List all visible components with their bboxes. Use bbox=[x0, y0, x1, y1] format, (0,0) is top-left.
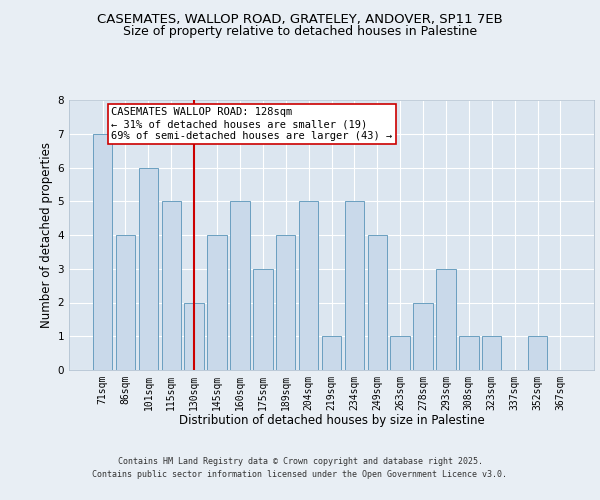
Bar bbox=[482, 336, 502, 370]
Bar bbox=[139, 168, 158, 370]
Bar bbox=[253, 269, 272, 370]
Bar bbox=[368, 235, 387, 370]
Text: Size of property relative to detached houses in Palestine: Size of property relative to detached ho… bbox=[123, 25, 477, 38]
Text: CASEMATES WALLOP ROAD: 128sqm
← 31% of detached houses are smaller (19)
69% of s: CASEMATES WALLOP ROAD: 128sqm ← 31% of d… bbox=[111, 108, 392, 140]
Bar bbox=[413, 302, 433, 370]
Bar bbox=[161, 201, 181, 370]
Bar bbox=[528, 336, 547, 370]
Bar bbox=[184, 302, 204, 370]
Bar bbox=[436, 269, 455, 370]
Bar bbox=[276, 235, 295, 370]
Bar bbox=[459, 336, 479, 370]
Text: Contains public sector information licensed under the Open Government Licence v3: Contains public sector information licen… bbox=[92, 470, 508, 479]
Bar bbox=[208, 235, 227, 370]
Bar bbox=[322, 336, 341, 370]
Bar bbox=[116, 235, 135, 370]
Text: Contains HM Land Registry data © Crown copyright and database right 2025.: Contains HM Land Registry data © Crown c… bbox=[118, 458, 482, 466]
Bar bbox=[344, 201, 364, 370]
Bar bbox=[230, 201, 250, 370]
Bar bbox=[391, 336, 410, 370]
X-axis label: Distribution of detached houses by size in Palestine: Distribution of detached houses by size … bbox=[179, 414, 484, 428]
Text: CASEMATES, WALLOP ROAD, GRATELEY, ANDOVER, SP11 7EB: CASEMATES, WALLOP ROAD, GRATELEY, ANDOVE… bbox=[97, 12, 503, 26]
Y-axis label: Number of detached properties: Number of detached properties bbox=[40, 142, 53, 328]
Bar bbox=[299, 201, 319, 370]
Bar bbox=[93, 134, 112, 370]
